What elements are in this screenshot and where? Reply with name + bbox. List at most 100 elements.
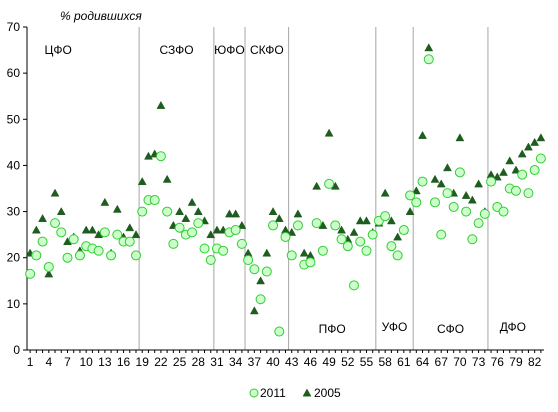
point-2005: [511, 165, 521, 174]
point-2005: [443, 163, 452, 172]
point-2005: [225, 209, 234, 218]
point-2005: [293, 209, 303, 218]
point-2005: [436, 179, 446, 188]
point-2005: [418, 130, 427, 139]
point-2005: [299, 248, 309, 257]
point-2005: [386, 216, 396, 225]
point-2005: [530, 137, 540, 146]
point-2011: [305, 257, 316, 268]
point-2011: [292, 220, 303, 231]
point-2011: [367, 229, 378, 240]
legend-label-2005: 2005: [314, 386, 341, 400]
point-2005: [337, 225, 346, 234]
point-2011: [74, 250, 85, 261]
point-2005: [380, 188, 390, 197]
point-2011: [436, 229, 447, 240]
point-2011: [517, 169, 528, 180]
point-2011: [112, 229, 123, 240]
point-2011: [68, 234, 79, 245]
point-2005: [175, 207, 185, 216]
point-2011: [62, 252, 73, 263]
point-2011: [486, 176, 497, 187]
y-tick-label: 40: [7, 158, 21, 172]
point-2005: [430, 174, 440, 183]
point-2011: [498, 206, 509, 217]
point-2011: [442, 188, 453, 199]
x-tick-label: 40: [266, 355, 280, 369]
legend-label-2011: 2011: [260, 386, 286, 400]
point-2005: [536, 133, 546, 142]
point-2005: [125, 223, 135, 232]
x-tick-label: 70: [453, 355, 467, 369]
point-2005: [287, 227, 297, 236]
point-2011: [99, 227, 110, 238]
region-label: ПФО: [319, 322, 346, 336]
point-2011: [249, 264, 260, 275]
point-2005: [393, 232, 403, 241]
x-tick-label: 46: [304, 355, 318, 369]
x-tick-label: 31: [210, 355, 224, 369]
point-2005: [499, 167, 508, 176]
point-2005: [231, 209, 241, 218]
point-2011: [330, 220, 341, 231]
point-2005: [262, 248, 272, 257]
point-2011: [510, 185, 521, 196]
point-2005: [256, 276, 266, 285]
point-2011: [236, 238, 247, 249]
x-tick-label: 7: [64, 355, 71, 369]
point-2005: [505, 156, 515, 165]
point-2005: [517, 149, 527, 158]
point-2011: [448, 201, 459, 212]
point-2011: [324, 178, 335, 189]
point-2005: [31, 225, 41, 234]
x-tick-label: 1: [27, 355, 34, 369]
point-2011: [37, 236, 48, 247]
x-tick-label: 28: [192, 355, 206, 369]
point-2011: [174, 222, 185, 233]
point-2011: [187, 227, 198, 238]
point-2011: [56, 227, 67, 238]
point-2011: [479, 208, 490, 219]
point-2011: [149, 195, 160, 206]
point-2011: [523, 188, 534, 199]
y-tick-label: 70: [7, 20, 21, 34]
point-2005: [424, 43, 434, 52]
x-tick-label: 43: [285, 355, 299, 369]
point-2011: [274, 326, 285, 337]
point-2005: [411, 186, 421, 195]
point-2011: [255, 294, 266, 305]
point-2005: [362, 216, 371, 225]
region-label: ЦФО: [44, 43, 71, 57]
legend-marker-2011: [249, 388, 259, 398]
point-2005: [405, 207, 415, 216]
point-2011: [405, 190, 416, 201]
point-2011: [286, 250, 297, 261]
x-tick-label: 13: [98, 355, 112, 369]
point-2011: [230, 225, 241, 236]
x-tick-label: 58: [378, 355, 392, 369]
point-2005: [144, 151, 153, 160]
point-2011: [131, 250, 142, 261]
point-2005: [349, 227, 359, 236]
point-2011: [218, 245, 229, 256]
point-2011: [429, 197, 440, 208]
region-label: СЗФО: [159, 43, 193, 57]
point-2011: [392, 250, 403, 261]
point-2005: [38, 213, 47, 222]
point-2005: [237, 220, 247, 229]
point-2005: [461, 190, 471, 199]
point-2011: [473, 218, 484, 229]
point-2005: [312, 181, 322, 190]
point-2011: [535, 153, 546, 164]
point-2011: [25, 268, 36, 279]
point-2011: [124, 236, 135, 247]
point-2005: [50, 188, 60, 197]
x-tick-label: 64: [416, 355, 430, 369]
x-tick-label: 67: [435, 355, 449, 369]
point-2011: [380, 211, 391, 222]
point-2011: [193, 218, 204, 229]
point-2005: [474, 179, 484, 188]
point-2011: [386, 241, 397, 252]
x-tick-label: 10: [79, 355, 93, 369]
point-2011: [423, 54, 434, 65]
